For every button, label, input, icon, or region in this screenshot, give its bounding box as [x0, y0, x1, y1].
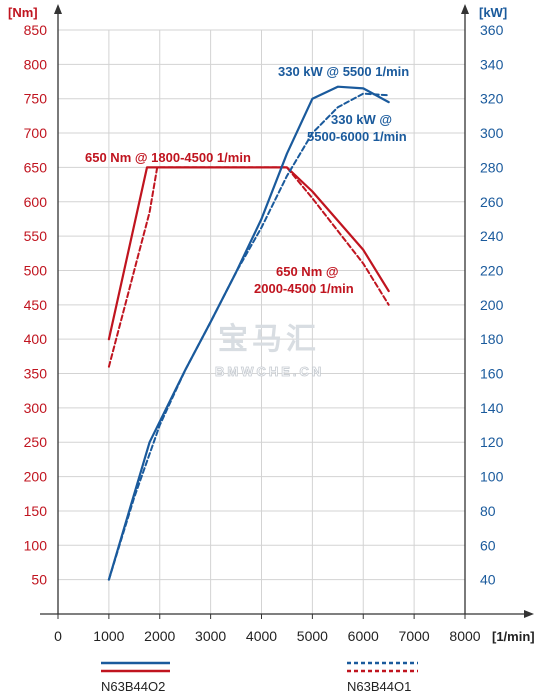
x-axis-arrow: [524, 610, 534, 618]
series: [107, 85, 390, 581]
y-right-tick-label: 340: [480, 56, 504, 72]
legend: N63B44O2 N63B44O1: [101, 661, 418, 694]
watermark: 宝马汇 BMWCHE.CN: [215, 322, 324, 379]
y-left-unit: [Nm]: [8, 5, 38, 20]
annotation-power-range-line1: 330 kW @: [331, 112, 392, 127]
y-left-tick-label: 750: [24, 91, 48, 107]
power-line-dashed: [107, 92, 390, 581]
annotation-torque-range-line2: 2000-4500 1/min: [254, 281, 354, 296]
y-left-tick-label: 700: [24, 125, 48, 141]
y-left-tick-label: 600: [24, 194, 48, 210]
y-right-tick-label: 160: [480, 366, 504, 382]
x-tick-label: 6000: [348, 628, 379, 644]
y-left-tick-label: 300: [24, 400, 48, 416]
annotation-peak-torque: 650 Nm @ 1800-4500 1/min: [85, 150, 251, 165]
y-right-tick-label: 200: [480, 297, 504, 313]
torque-line-solid: [107, 166, 390, 341]
y-left-axis-arrow: [54, 4, 62, 14]
y-left-tick-label: 100: [24, 537, 48, 553]
y-left-tick-label: 800: [24, 56, 48, 72]
y-left-tick-label: 650: [24, 159, 48, 175]
y-right-tick-label: 280: [480, 159, 504, 175]
y-left-tick-label: 550: [24, 228, 48, 244]
watermark-sub: BMWCHE.CN: [215, 364, 324, 379]
annotation-power-range-line2: 5500-6000 1/min: [307, 129, 407, 144]
y-right-tick-label: 300: [480, 125, 504, 141]
y-right-tick-label: 120: [480, 434, 504, 450]
x-tick-label: 0: [54, 628, 62, 644]
y-left-tick-label: 450: [24, 297, 48, 313]
power-line-solid: [107, 85, 390, 581]
tick-labels: 50 40 100 60 150 80 200 100 250 120 300 140 350 160 40…: [24, 22, 504, 644]
legend-label-solid: N63B44O2: [101, 679, 165, 694]
grid: [58, 29, 465, 614]
annotations: 330 kW @ 5500 1/min 330 kW @ 5500-6000 1…: [85, 64, 409, 296]
x-tick-label: 8000: [449, 628, 480, 644]
y-right-tick-label: 320: [480, 91, 504, 107]
y-right-tick-label: 80: [480, 503, 496, 519]
y-left-tick-label: 400: [24, 331, 48, 347]
y-left-tick-label: 850: [24, 22, 48, 38]
y-right-tick-label: 140: [480, 400, 504, 416]
annotation-torque-range-line1: 650 Nm @: [276, 264, 339, 279]
x-tick-label: 2000: [144, 628, 175, 644]
y-left-tick-label: 50: [31, 572, 47, 588]
y-left-tick-label: 200: [24, 469, 48, 485]
x-tick-label: 1000: [93, 628, 124, 644]
x-tick-label: 5000: [297, 628, 328, 644]
y-right-tick-label: 180: [480, 331, 504, 347]
y-right-tick-label: 260: [480, 194, 504, 210]
legend-item-dashed: N63B44O1: [347, 661, 418, 694]
annotation-peak-power: 330 kW @ 5500 1/min: [278, 64, 409, 79]
y-left-tick-label: 250: [24, 434, 48, 450]
y-left-tick-label: 350: [24, 366, 48, 382]
y-left-tick-label: 150: [24, 503, 48, 519]
y-right-tick-label: 60: [480, 537, 496, 553]
y-right-tick-label: 220: [480, 262, 504, 278]
x-tick-label: 4000: [246, 628, 277, 644]
y-right-tick-label: 240: [480, 228, 504, 244]
watermark-main: 宝马汇: [218, 322, 320, 356]
x-unit: [1/min]: [492, 629, 535, 644]
legend-item-solid: N63B44O2: [101, 661, 170, 694]
x-tick-label: 3000: [195, 628, 226, 644]
axes: [40, 4, 534, 619]
y-left-tick-label: 500: [24, 262, 48, 278]
legend-label-dashed: N63B44O1: [347, 679, 411, 694]
y-right-tick-label: 40: [480, 572, 496, 588]
y-right-axis-arrow: [461, 4, 469, 14]
torque-line-dashed: [107, 166, 390, 368]
y-right-unit: [kW]: [479, 5, 507, 20]
y-right-tick-label: 360: [480, 22, 504, 38]
x-tick-label: 7000: [399, 628, 430, 644]
y-right-tick-label: 100: [480, 469, 504, 485]
